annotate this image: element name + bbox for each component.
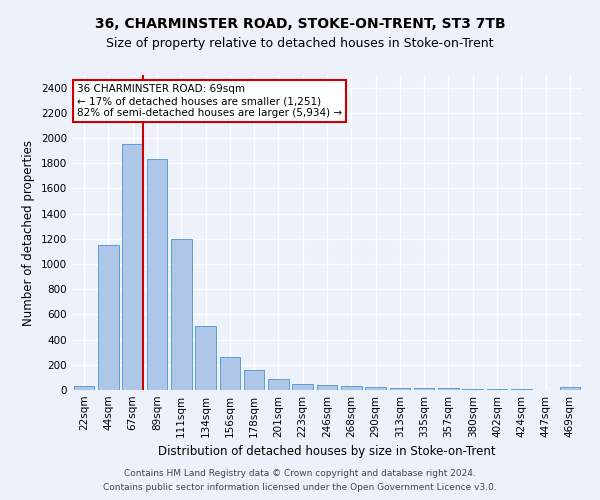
Bar [341,386,362,390]
Bar [244,370,265,390]
Text: 36, CHARMINSTER ROAD, STOKE-ON-TRENT, ST3 7TB: 36, CHARMINSTER ROAD, STOKE-ON-TRENT, ST… [95,18,505,32]
Bar [317,385,337,390]
Text: Contains public sector information licensed under the Open Government Licence v3: Contains public sector information licen… [103,484,497,492]
Text: 36 CHARMINSTER ROAD: 69sqm
← 17% of detached houses are smaller (1,251)
82% of s: 36 CHARMINSTER ROAD: 69sqm ← 17% of deta… [77,84,342,117]
Bar [560,388,580,390]
Bar [365,388,386,390]
Bar [438,388,459,390]
Bar [171,239,191,390]
Bar [268,380,289,390]
Text: Size of property relative to detached houses in Stoke-on-Trent: Size of property relative to detached ho… [106,38,494,51]
X-axis label: Distribution of detached houses by size in Stoke-on-Trent: Distribution of detached houses by size … [158,446,496,458]
Bar [414,388,434,390]
Bar [122,144,143,390]
Bar [463,389,483,390]
Bar [146,160,167,390]
Bar [220,356,240,390]
Bar [98,245,119,390]
Bar [195,326,216,390]
Text: Contains HM Land Registry data © Crown copyright and database right 2024.: Contains HM Land Registry data © Crown c… [124,468,476,477]
Y-axis label: Number of detached properties: Number of detached properties [22,140,35,326]
Bar [292,384,313,390]
Bar [74,386,94,390]
Bar [389,388,410,390]
